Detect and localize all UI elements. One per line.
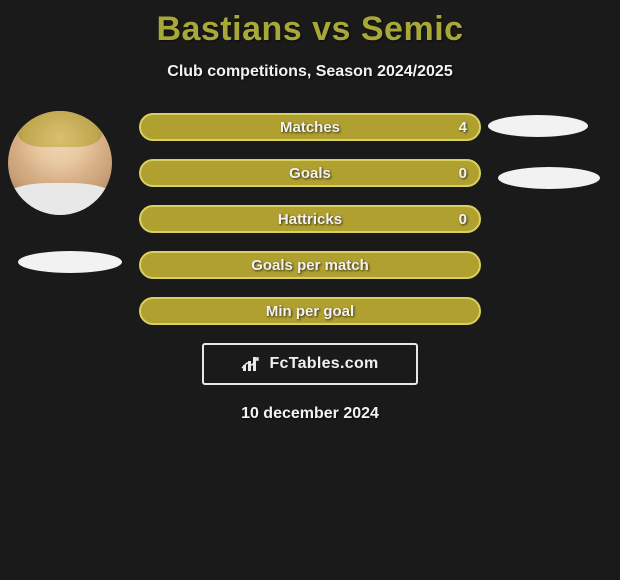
comparison-content: Matches 4 Goals 0 Hattricks 0 Goals per … — [0, 113, 620, 423]
stat-bar-goals: Goals 0 — [139, 159, 481, 187]
branding-badge: FcTables.com — [202, 343, 418, 385]
stat-bars: Matches 4 Goals 0 Hattricks 0 Goals per … — [139, 113, 481, 325]
stat-bar-matches: Matches 4 — [139, 113, 481, 141]
stat-label: Min per goal — [141, 299, 479, 323]
branding-text: FcTables.com — [269, 355, 378, 373]
stat-value: 0 — [459, 161, 467, 185]
stat-label: Goals per match — [141, 253, 479, 277]
stat-value: 0 — [459, 207, 467, 231]
page-title: Bastians vs Semic — [0, 0, 620, 49]
stat-bar-min-per-goal: Min per goal — [139, 297, 481, 325]
player-right-shadow-1 — [488, 115, 588, 137]
stat-label: Hattricks — [141, 207, 479, 231]
player-left-avatar — [8, 111, 112, 215]
stat-bar-goals-per-match: Goals per match — [139, 251, 481, 279]
player-left-shadow — [18, 251, 122, 273]
stat-label: Matches — [141, 115, 479, 139]
stat-label: Goals — [141, 161, 479, 185]
player-right-shadow-2 — [498, 167, 600, 189]
snapshot-date: 10 december 2024 — [0, 405, 620, 423]
stat-value: 4 — [459, 115, 467, 139]
stat-bar-hattricks: Hattricks 0 — [139, 205, 481, 233]
page-subtitle: Club competitions, Season 2024/2025 — [0, 63, 620, 81]
bar-chart-icon — [241, 355, 263, 373]
